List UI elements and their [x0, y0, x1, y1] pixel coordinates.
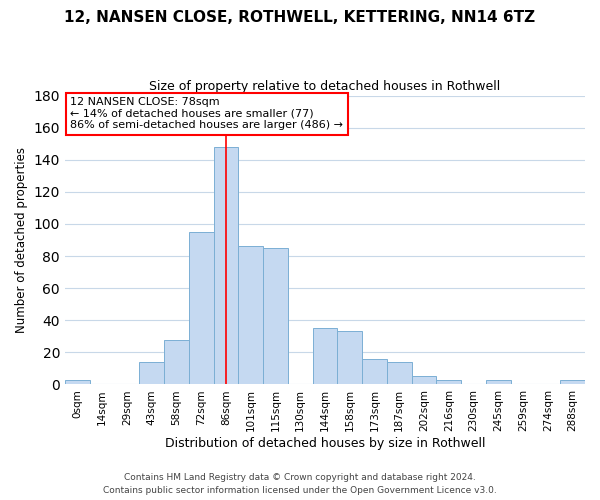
Bar	[412, 376, 436, 384]
Bar	[263, 248, 288, 384]
Bar	[436, 380, 461, 384]
Bar	[337, 332, 362, 384]
Bar	[560, 380, 585, 384]
Text: Contains HM Land Registry data © Crown copyright and database right 2024.
Contai: Contains HM Land Registry data © Crown c…	[103, 474, 497, 495]
Bar	[387, 362, 412, 384]
Bar	[486, 380, 511, 384]
Y-axis label: Number of detached properties: Number of detached properties	[15, 147, 28, 333]
Bar	[189, 232, 214, 384]
X-axis label: Distribution of detached houses by size in Rothwell: Distribution of detached houses by size …	[165, 437, 485, 450]
Text: 12 NANSEN CLOSE: 78sqm
← 14% of detached houses are smaller (77)
86% of semi-det: 12 NANSEN CLOSE: 78sqm ← 14% of detached…	[70, 97, 343, 130]
Bar	[164, 340, 189, 384]
Text: 12, NANSEN CLOSE, ROTHWELL, KETTERING, NN14 6TZ: 12, NANSEN CLOSE, ROTHWELL, KETTERING, N…	[64, 10, 536, 25]
Bar	[139, 362, 164, 384]
Bar	[362, 359, 387, 384]
Bar	[238, 246, 263, 384]
Bar	[65, 380, 89, 384]
Bar	[214, 147, 238, 384]
Bar	[313, 328, 337, 384]
Title: Size of property relative to detached houses in Rothwell: Size of property relative to detached ho…	[149, 80, 500, 93]
